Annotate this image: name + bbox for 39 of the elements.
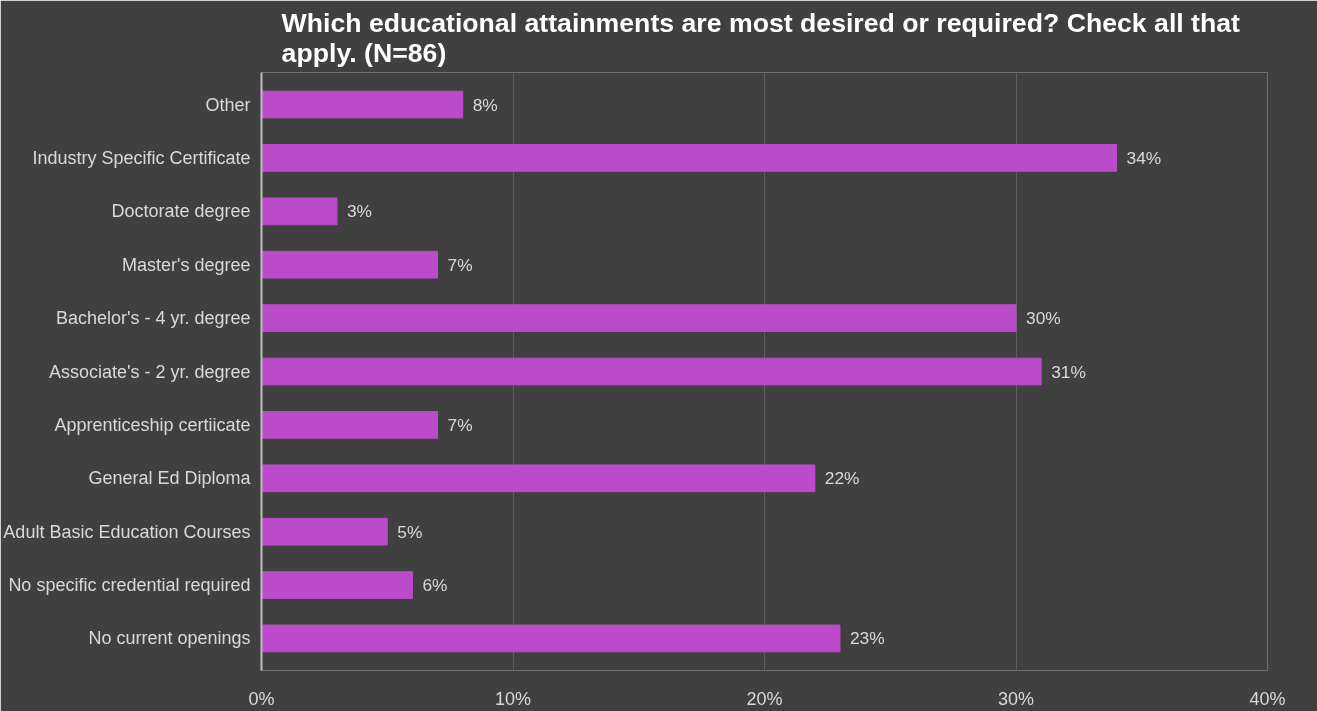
bar xyxy=(261,144,1118,172)
y-tick-label: Master's degree xyxy=(122,254,251,275)
y-tick-label: Doctorate degree xyxy=(111,201,251,222)
data-label: 5% xyxy=(397,521,423,542)
bar xyxy=(261,464,816,493)
bar xyxy=(261,197,338,226)
bar xyxy=(261,250,439,279)
x-tick-label: 10% xyxy=(494,688,532,709)
bar xyxy=(261,517,388,546)
y-tick-label: No specific credential required xyxy=(8,575,251,596)
data-label: 6% xyxy=(422,575,448,596)
y-tick-label: Industry Specific Certificate xyxy=(32,147,251,168)
y-tick-label: No current openings xyxy=(88,628,251,649)
data-label: 7% xyxy=(447,254,473,275)
data-label: 22% xyxy=(824,468,860,489)
data-label: 3% xyxy=(346,201,372,222)
data-label: 7% xyxy=(447,414,473,435)
bar xyxy=(261,357,1042,386)
data-label: 34% xyxy=(1126,147,1162,168)
x-tick-label: 40% xyxy=(1249,688,1286,709)
bar xyxy=(261,571,413,599)
data-label: 23% xyxy=(849,628,885,649)
data-label: 8% xyxy=(472,94,498,115)
bar xyxy=(261,411,439,439)
data-label: 31% xyxy=(1051,361,1086,382)
chart-title: Which educational attainments are most desired or required? Check all that apply. (N=86) xyxy=(281,7,1241,68)
y-tick-label: Associate's - 2 yr. degree xyxy=(48,361,251,382)
y-tick-label: Adult Basic Education Courses xyxy=(3,521,251,542)
y-tick-label: Other xyxy=(205,94,251,115)
bar xyxy=(261,90,464,119)
x-tick-label: 0% xyxy=(248,688,275,709)
bar xyxy=(261,304,1017,332)
y-tick-label: Apprenticeship certiicate xyxy=(54,414,251,435)
y-tick-label: General Ed Diploma xyxy=(88,468,252,489)
x-tick-label: 30% xyxy=(997,688,1035,709)
y-tick-label: Bachelor's - 4 yr. degree xyxy=(55,308,251,329)
data-label: 30% xyxy=(1026,308,1061,329)
x-tick-label: 20% xyxy=(746,688,783,709)
bar xyxy=(261,624,841,653)
